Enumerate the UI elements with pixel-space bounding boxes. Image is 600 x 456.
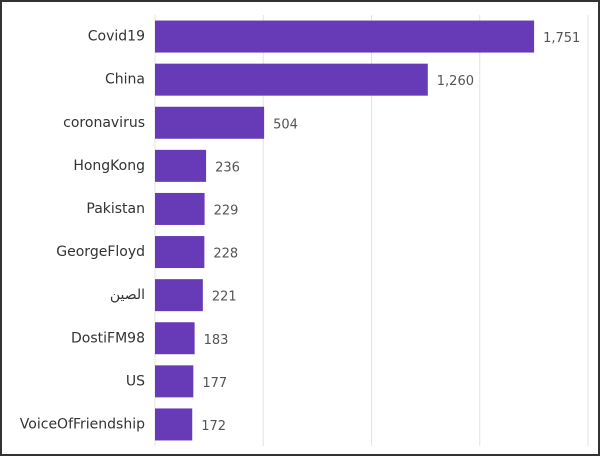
y-tick-label: VoiceOfFriendship [20,416,145,432]
value-label: 228 [213,247,238,262]
value-label: 177 [202,376,227,391]
y-tick-label: HongKong [73,158,145,174]
value-label: 229 [214,203,239,218]
bar [155,322,195,355]
y-tick-label: coronavirus [63,115,145,131]
bar [155,192,205,225]
y-tick-label: Pakistan [86,201,145,217]
bar [155,20,535,53]
y-tick-label: Covid19 [88,29,145,45]
y-tick-label: الصين [110,287,145,303]
y-tick-label: DostiFM98 [71,330,145,346]
bar [155,149,207,182]
bar [155,365,194,398]
bar [155,236,205,269]
value-label: 183 [204,333,229,348]
value-label: 504 [273,117,298,132]
bar [155,106,265,139]
value-label: 172 [201,419,226,434]
y-tick-label: China [105,72,145,88]
value-label: 236 [215,160,240,175]
bar [155,279,203,312]
value-label: 1,260 [437,74,474,89]
bar [155,408,193,441]
y-tick-label: US [126,373,145,389]
bar [155,63,428,96]
value-label: 221 [212,290,237,305]
value-label: 1,751 [543,31,580,46]
y-tick-label: GeorgeFloyd [56,244,145,260]
